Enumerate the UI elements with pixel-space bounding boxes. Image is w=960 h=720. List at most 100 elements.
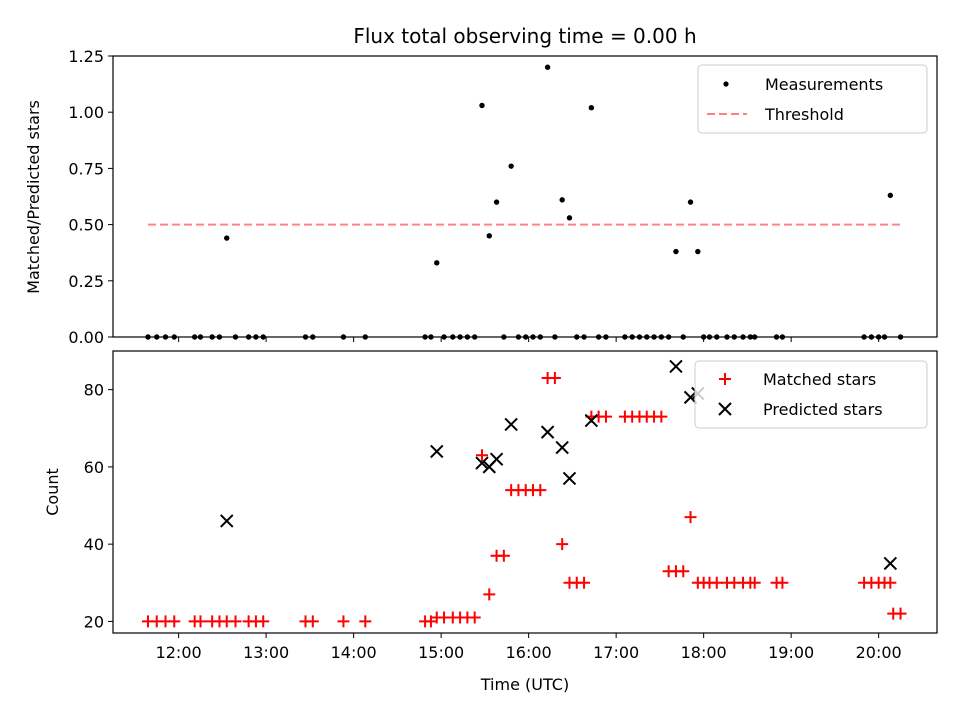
top-marks [145, 64, 904, 340]
measurement-point [779, 334, 786, 340]
y-tick-label: 20 [84, 612, 104, 631]
y-tick-label: 60 [84, 458, 104, 477]
matched-star-point [168, 615, 181, 628]
matched-star-point [475, 449, 488, 462]
x-tick-label: 17:00 [593, 643, 639, 662]
measurement-point [629, 334, 635, 340]
x-tick-label: 16:00 [506, 643, 552, 662]
measurement-point [680, 334, 686, 340]
top-legend: Measurements Threshold [697, 64, 928, 134]
y-tick-label: 1.25 [68, 47, 104, 66]
y-tick-label: 0.75 [68, 159, 104, 178]
measurement-point [224, 235, 230, 241]
measurement-point [253, 334, 259, 340]
measurement-point [362, 334, 369, 340]
measurement-point [581, 334, 587, 340]
top-x-axis-ticks [178, 337, 880, 342]
matched-star-point [599, 410, 612, 423]
measurement-point [687, 199, 694, 205]
legend-measurements-marker [723, 81, 729, 87]
bottom-legend-box [694, 360, 928, 429]
x-tick-label: 14:00 [331, 643, 377, 662]
matched-star-point [884, 576, 897, 589]
measurement-point [162, 334, 169, 340]
matched-star-point [684, 511, 697, 524]
predicted-star-point [883, 556, 898, 571]
x-tick-label: 12:00 [156, 643, 202, 662]
measurement-point [724, 334, 730, 340]
x-tick-label: 18:00 [681, 643, 727, 662]
measurement-point [658, 334, 665, 340]
y-tick-label: 0.00 [68, 328, 104, 347]
measurement-point [145, 334, 151, 340]
measurement-point [216, 334, 223, 340]
measurement-point [245, 334, 252, 340]
measurement-point [773, 334, 780, 340]
matched-star-point [534, 484, 547, 497]
bottom-x-axis: 12:00 13:00 14:00 15:00 16:00 17:00 18:00 19:00… [156, 633, 902, 662]
matched-star-point [483, 588, 496, 601]
measurement-point [434, 260, 440, 266]
measurement-point [644, 334, 650, 340]
measurement-point [897, 334, 904, 340]
predicted-star-point [475, 456, 489, 470]
measurement-point [574, 334, 580, 340]
matched-star-point [257, 615, 270, 628]
measurement-point [731, 334, 737, 340]
matched-star-point [548, 372, 561, 385]
bottom-legend: Matched stars Predicted stars [694, 360, 928, 429]
measurement-point [464, 334, 471, 340]
measurement-point [457, 334, 463, 340]
matched-star-point [229, 615, 242, 628]
legend-predicted-label: Predicted stars [763, 400, 883, 419]
measurement-point [471, 334, 478, 340]
measurement-point [508, 163, 514, 169]
measurement-point [154, 334, 160, 340]
top-legend-box [697, 64, 928, 134]
bottom-marks [142, 359, 907, 628]
measurement-point [622, 334, 628, 340]
x-tick-label: 15:00 [418, 643, 464, 662]
measurement-point [714, 334, 720, 340]
measurement-point [191, 334, 198, 340]
measurement-point [566, 215, 573, 221]
measurement-point [868, 334, 875, 340]
measurement-point [441, 334, 447, 340]
y-tick-label: 80 [84, 381, 104, 400]
predicted-star-point [669, 359, 683, 374]
legend-predicted-marker [718, 402, 732, 416]
measurement-point [559, 197, 565, 203]
y-tick-label: 40 [84, 535, 104, 554]
measurement-point [706, 334, 713, 340]
measurement-point [422, 334, 428, 340]
measurement-point [740, 334, 746, 340]
measurement-point [665, 334, 672, 340]
predicted-star-point [220, 514, 234, 528]
x-tick-label: 19:00 [768, 643, 814, 662]
legend-threshold-label: Threshold [764, 105, 844, 124]
matched-star-point [337, 615, 350, 628]
measurement-point [171, 334, 177, 340]
top-y-axis: 0.00 0.25 0.50 0.75 1.00 1.25 [68, 47, 113, 347]
bottom-y-axis: 20 40 60 80 [84, 381, 113, 631]
measurement-point [881, 334, 888, 340]
legend-matched-marker [719, 373, 731, 385]
measurement-point [887, 192, 894, 199]
measurement-point [544, 64, 551, 70]
measurement-point [302, 334, 309, 340]
y-tick-label: 0.25 [68, 272, 104, 291]
measurement-point [595, 334, 602, 340]
bottom-y-axis-label: Count [43, 468, 62, 516]
y-tick-label: 0.50 [68, 216, 104, 235]
legend-measurements-label: Measurements [765, 75, 883, 94]
measurement-point [552, 334, 558, 340]
matched-star-point [497, 549, 510, 562]
measurement-point [260, 334, 266, 340]
measurement-point [501, 334, 507, 340]
measurement-point [493, 199, 500, 205]
matched-star-point [677, 565, 690, 578]
predicted-star-point [584, 413, 599, 428]
matched-star-point [468, 611, 481, 624]
